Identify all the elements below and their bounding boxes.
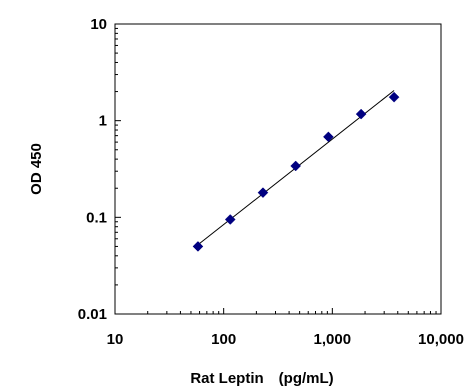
y-tick-label: 0.01 (78, 306, 107, 323)
data-point (355, 108, 367, 120)
x-tick-label: 10,000 (418, 331, 464, 348)
data-point (192, 241, 204, 252)
y-axis: 0.01 0.1 1 10 (78, 16, 121, 323)
data-point (323, 131, 334, 143)
data-points (192, 91, 400, 252)
x-axis: 10 100 1,000 10,000 (107, 308, 464, 348)
data-point (257, 187, 269, 199)
data-point (224, 214, 236, 225)
y-axis-title: OD 450 (28, 143, 45, 195)
plot-border (114, 23, 442, 315)
plot-area (114, 23, 442, 315)
x-tick-label: 100 (211, 331, 236, 348)
data-point (290, 160, 302, 172)
x-tick-label: 10 (107, 331, 124, 348)
y-tick-label: 1 (99, 113, 107, 130)
data-point (388, 91, 400, 103)
y-tick-label: 0.1 (86, 209, 107, 226)
y-tick-label: 10 (90, 16, 107, 33)
x-axis-title: Rat Leptin (pg/mL) (190, 370, 333, 387)
x-tick-label: 1,000 (314, 331, 352, 348)
